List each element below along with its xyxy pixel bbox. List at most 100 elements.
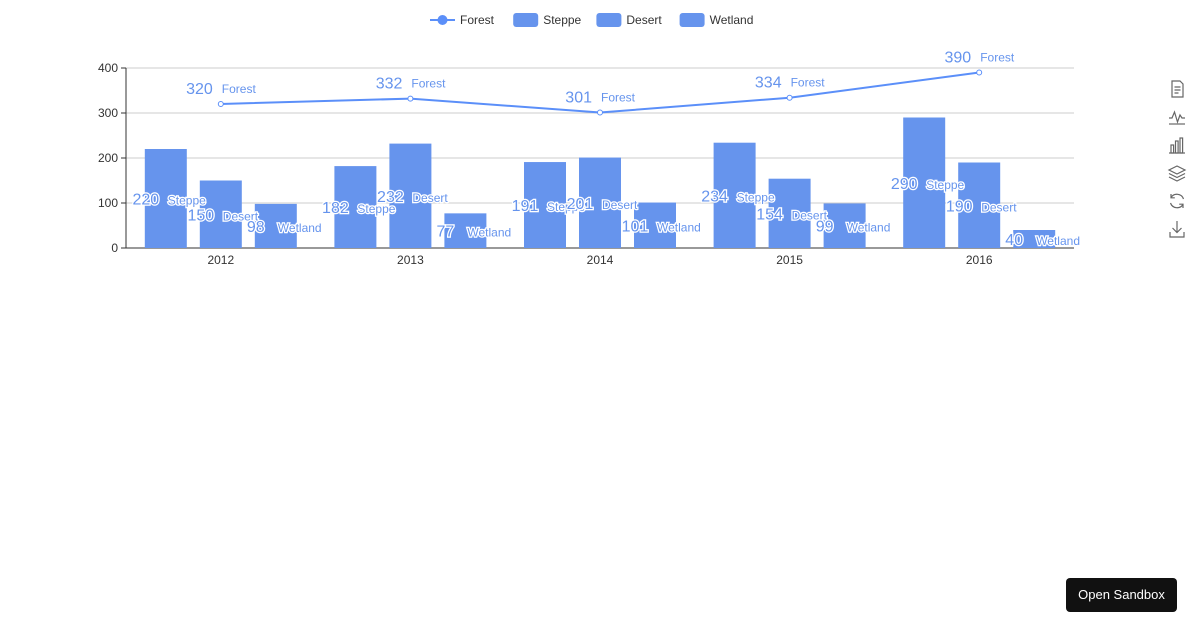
- line-point-forest[interactable]: [597, 109, 603, 116]
- bar-desert[interactable]: [958, 162, 1001, 249]
- bar-data-label: 101 Wetland: [620, 217, 702, 237]
- legend-bar-symbol: [679, 13, 705, 27]
- bar-value-label: 191: [512, 198, 539, 215]
- line-value-label: 334: [755, 75, 782, 92]
- line-series-label: Forest: [791, 76, 826, 90]
- bar-steppe[interactable]: [334, 166, 377, 248]
- x-tick-label: 2014: [587, 253, 614, 267]
- legend-line-marker: [437, 15, 448, 25]
- legend-item-desert[interactable]: Desert: [596, 13, 662, 27]
- bar-value-label: 40: [1005, 232, 1023, 249]
- x-tick-label: 2015: [776, 253, 803, 267]
- line-forest: [220, 71, 980, 114]
- bar-data-label: 201 Desert: [565, 195, 639, 215]
- bar-wetland[interactable]: [634, 202, 676, 248]
- bar-series-label: Wetland: [467, 226, 511, 240]
- bar-value-label: 232: [377, 189, 404, 206]
- bar-desert[interactable]: [579, 157, 621, 248]
- bar-value-label: 220: [132, 192, 159, 209]
- bar-data-label: 290 Steppe: [890, 175, 966, 195]
- bar-data-label: 150 Desert: [186, 206, 260, 226]
- bar-steppe[interactable]: [713, 142, 756, 248]
- line-series-label: Forest: [222, 82, 257, 96]
- bar-data-label: 98 Wetland: [246, 218, 323, 238]
- toolbox: [1166, 78, 1188, 246]
- stack-icon[interactable]: [1166, 162, 1188, 184]
- bar-desert[interactable]: [389, 143, 432, 248]
- bar-series-label: Steppe: [357, 202, 395, 216]
- y-tick-label: 100: [98, 196, 118, 210]
- line-chart-icon[interactable]: [1166, 106, 1188, 128]
- bar-wetland[interactable]: [1013, 230, 1056, 248]
- bar-wetland[interactable]: [254, 203, 297, 248]
- bar-data-label: 191 Steppe: [510, 197, 586, 217]
- bar-value-label: 201: [567, 196, 594, 213]
- line-point-forest[interactable]: [786, 94, 793, 101]
- bar-data-label: 220 Steppe: [131, 190, 207, 210]
- data-view-icon[interactable]: [1166, 78, 1188, 100]
- bar-wetland[interactable]: [444, 213, 487, 248]
- bar-series-label: Steppe: [737, 190, 775, 204]
- bar-data-label: 182 Steppe: [321, 199, 397, 219]
- bar-series-label: Steppe: [547, 200, 585, 214]
- line-series-label: Forest: [601, 91, 636, 105]
- legend-label: Steppe: [543, 13, 581, 27]
- download-icon[interactable]: [1166, 218, 1188, 240]
- legend-label: Wetland: [710, 13, 754, 27]
- line-value-label: 320: [186, 81, 213, 98]
- restore-icon[interactable]: [1166, 190, 1188, 212]
- bar-value-label: 101: [622, 218, 649, 235]
- line-point-forest[interactable]: [976, 69, 983, 76]
- y-tick-label: 400: [98, 61, 118, 75]
- y-tick-label: 0: [111, 241, 118, 255]
- legend-item-forest[interactable]: Forest: [430, 13, 495, 27]
- bar-data-label: 190 Desert: [945, 197, 1019, 217]
- bar-data-label: 99 Wetland: [814, 217, 891, 237]
- bar-series-label: Wetland: [657, 220, 701, 234]
- legend-item-steppe[interactable]: Steppe: [513, 13, 582, 27]
- bar-series-label: Desert: [412, 191, 448, 205]
- bar-series-label: Desert: [223, 209, 259, 223]
- open-sandbox-button[interactable]: Open Sandbox: [1066, 578, 1177, 612]
- line-value-label: 332: [376, 76, 403, 93]
- bar-data-label: 234 Steppe: [700, 187, 776, 207]
- bar-value-label: 99: [816, 219, 834, 236]
- bar-steppe[interactable]: [903, 117, 946, 249]
- bar-series-label: Steppe: [168, 194, 206, 208]
- legend-item-wetland[interactable]: Wetland: [679, 13, 754, 27]
- bar-wetland[interactable]: [823, 203, 866, 248]
- bar-desert[interactable]: [768, 178, 811, 248]
- y-tick-label: 200: [98, 151, 118, 165]
- bar-series-label: Wetland: [847, 221, 891, 235]
- x-tick-label: 2013: [397, 253, 424, 267]
- line-value-label: 390: [944, 50, 971, 67]
- legend-label: Forest: [460, 13, 495, 27]
- bar-value-label: 190: [946, 198, 973, 215]
- bar-steppe[interactable]: [524, 162, 566, 248]
- bar-data-label: 77 Wetland: [435, 222, 512, 242]
- bar-series-label: Desert: [981, 200, 1017, 214]
- legend-bar-symbol: [513, 13, 539, 27]
- x-tick-label: 2012: [207, 253, 234, 267]
- legend-bar-symbol: [596, 13, 622, 27]
- bar-data-label: 232 Desert: [376, 188, 450, 208]
- bar-value-label: 234: [701, 188, 728, 205]
- bar-series-label: Wetland: [1036, 234, 1080, 248]
- bar-value-label: 154: [756, 206, 783, 223]
- bar-chart-icon[interactable]: [1166, 134, 1188, 156]
- bar-series-label: Wetland: [278, 221, 322, 235]
- bar-steppe[interactable]: [144, 149, 187, 248]
- legend-label: Desert: [626, 13, 662, 27]
- line-value-label: 301: [565, 90, 592, 107]
- bar-value-label: 290: [891, 176, 918, 193]
- line-point-forest[interactable]: [407, 95, 414, 102]
- x-tick-label: 2016: [966, 253, 993, 267]
- bar-series-label: Steppe: [926, 178, 964, 192]
- bar-data-label: 154 Desert: [755, 205, 829, 225]
- bar-desert[interactable]: [199, 180, 242, 249]
- line-point-forest[interactable]: [217, 101, 224, 107]
- line-series-label: Forest: [980, 51, 1015, 65]
- bar-value-label: 150: [187, 207, 214, 224]
